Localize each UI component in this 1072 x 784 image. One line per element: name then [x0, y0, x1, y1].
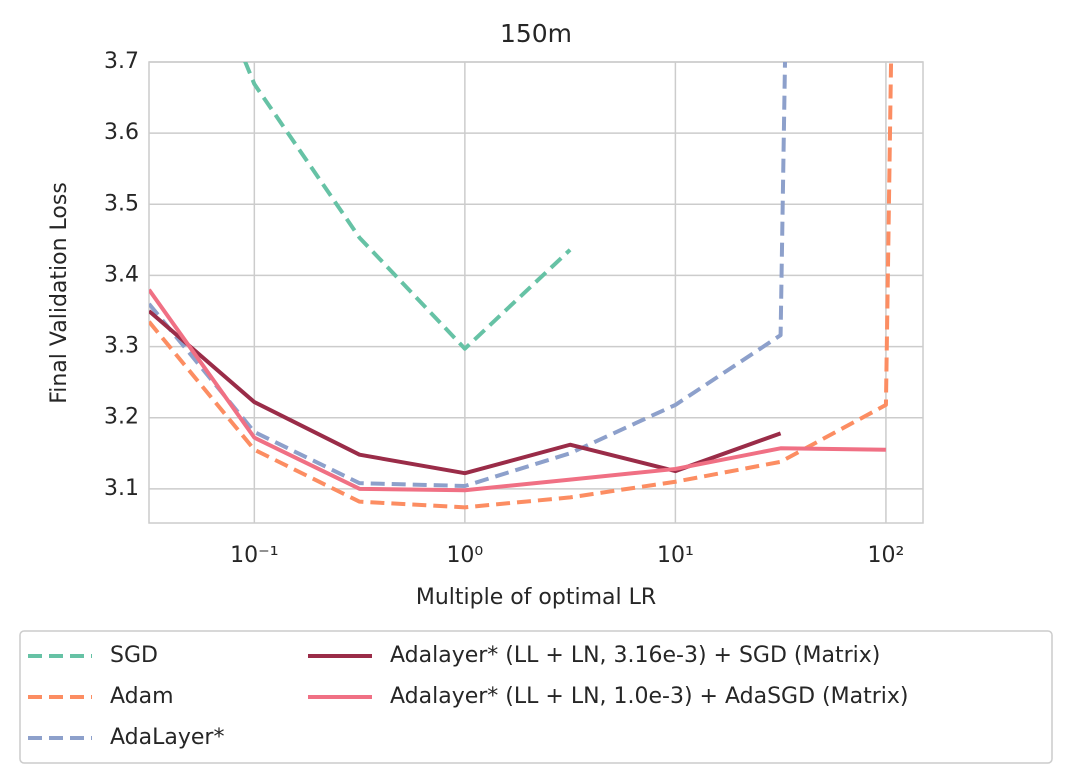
x-tick-label: 10⁰	[446, 543, 483, 568]
y-tick-label: 3.6	[104, 120, 139, 145]
legend-label: AdaLayer*	[110, 725, 224, 750]
plot-area	[149, 62, 894, 510]
chart-title: 150m	[500, 19, 572, 48]
legend-label: SGD	[110, 643, 158, 668]
x-tick-label: 10²	[868, 543, 905, 568]
x-tick-label: 10⁻¹	[230, 543, 278, 568]
y-tick-label: 3.3	[104, 334, 139, 359]
legend-box	[19, 630, 1053, 764]
legend-label: Adam	[110, 684, 174, 709]
y-tick-label: 3.7	[104, 49, 139, 74]
series-line	[243, 62, 572, 351]
y-tick-label: 3.1	[104, 476, 139, 501]
x-tick-label: 10¹	[657, 543, 694, 568]
legend-label: Adalayer* (LL + LN, 1.0e-3) + AdaSGD (Ma…	[390, 684, 908, 709]
series-line	[149, 62, 787, 489]
y-tick-label: 3.2	[104, 405, 139, 430]
legend-label: Adalayer* (LL + LN, 3.16e-3) + SGD (Matr…	[390, 643, 880, 668]
y-axis-label: Final Validation Loss	[47, 182, 72, 404]
y-tick-label: 3.5	[104, 191, 139, 216]
x-axis-label: Multiple of optimal LR	[416, 585, 656, 610]
series-line	[149, 62, 894, 510]
series-line	[149, 288, 886, 493]
series-line	[149, 309, 782, 476]
y-tick-label: 3.4	[104, 262, 139, 287]
